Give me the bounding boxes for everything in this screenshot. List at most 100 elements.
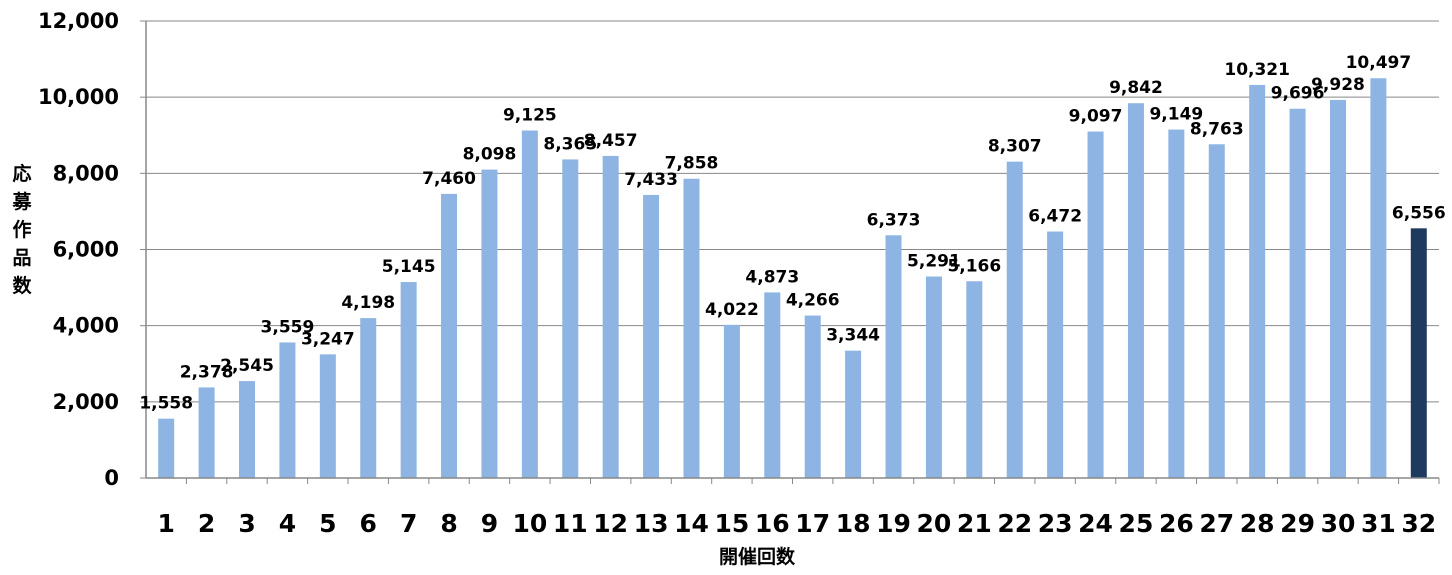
bar (1047, 231, 1064, 478)
data-label: 9,842 (1109, 78, 1163, 98)
bar (602, 155, 619, 478)
data-label: 3,559 (261, 317, 315, 337)
y-tick-label: 12,000 (38, 9, 119, 33)
y-tick-label: 8,000 (53, 161, 119, 185)
data-label: 4,873 (745, 267, 799, 287)
x-tick-label: 23 (1038, 509, 1073, 538)
y-tick-label: 6,000 (53, 238, 119, 262)
bar (1329, 99, 1346, 479)
bar (1127, 103, 1144, 478)
bar (521, 130, 538, 479)
data-label: 9,928 (1311, 75, 1365, 95)
x-axis-title: 開催回数 (719, 545, 796, 568)
x-tick-label: 5 (319, 509, 336, 538)
x-tick-label: 2 (198, 509, 215, 538)
y-tick-label: 4,000 (53, 314, 119, 338)
x-tick-label: 4 (279, 509, 296, 538)
x-tick-label: 1 (158, 509, 175, 538)
bar (158, 418, 175, 478)
data-label: 10,497 (1346, 53, 1412, 73)
x-tick-label: 13 (634, 509, 669, 538)
x-tick-label: 17 (795, 509, 830, 538)
bar (319, 354, 336, 478)
data-label: 5,291 (907, 252, 961, 272)
x-tick-label: 31 (1361, 509, 1396, 538)
data-label: 10,321 (1224, 60, 1290, 80)
bar (562, 159, 579, 478)
data-label: 9,125 (503, 105, 557, 125)
data-label: 8,098 (463, 145, 517, 165)
y-axis-title: 応募作品数 (11, 162, 32, 297)
data-label: 6,373 (867, 210, 921, 230)
bar (885, 235, 902, 478)
x-tick-label: 25 (1119, 509, 1154, 538)
data-label: 2,378 (180, 362, 234, 382)
data-label: 6,556 (1392, 203, 1446, 223)
data-label: 8,763 (1190, 119, 1244, 139)
data-label: 2,545 (220, 356, 274, 376)
data-label: 5,166 (947, 256, 1001, 276)
data-label: 4,198 (341, 293, 395, 313)
x-tick-label: 26 (1159, 509, 1194, 538)
bar (1249, 84, 1266, 478)
bars (158, 78, 1427, 479)
bar (683, 178, 700, 479)
data-label: 8,365 (543, 134, 597, 154)
x-tick-label: 3 (238, 509, 255, 538)
data-label: 7,460 (422, 169, 476, 189)
x-tick-labels: 1 2 3 4 5 6 7 8 9 10 11 12 13 14 15 16 17 18 19 20 21 22 23 24 2… (158, 509, 1437, 538)
data-label: 5,145 (382, 257, 436, 277)
axes (140, 20, 1440, 484)
y-tick-label: 2,000 (53, 390, 119, 414)
data-label: 9,097 (1069, 107, 1123, 127)
bar (804, 315, 821, 478)
x-tick-label: 18 (836, 509, 871, 538)
bar (643, 194, 660, 479)
bar (441, 193, 458, 479)
bar (1208, 144, 1225, 478)
x-tick-label: 22 (997, 509, 1032, 538)
data-label: 9,149 (1149, 105, 1203, 125)
data-label: 7,858 (665, 154, 719, 174)
bar (764, 292, 781, 478)
bar (400, 282, 417, 478)
x-tick-label: 24 (1078, 509, 1113, 538)
x-tick-label: 7 (400, 509, 417, 538)
bar (279, 342, 296, 478)
data-label: 9,696 (1271, 84, 1325, 104)
bar (723, 324, 740, 478)
x-tick-label: 27 (1199, 509, 1234, 538)
bar (966, 281, 983, 478)
bar (198, 387, 215, 478)
bar (845, 350, 862, 478)
x-tick-label: 19 (876, 509, 911, 538)
y-tick-labels: 0 2,000 4,000 6,000 8,000 10,000 12,000 (38, 9, 119, 490)
y-tick-label: 10,000 (38, 85, 119, 109)
x-tick-label: 6 (360, 509, 377, 538)
bar (1410, 228, 1427, 478)
x-tick-label: 10 (512, 509, 547, 538)
x-tick-label: 8 (440, 509, 457, 538)
bar (1370, 78, 1387, 478)
bar (360, 318, 377, 478)
y-tick-label: 0 (104, 466, 119, 490)
bar (481, 169, 498, 478)
data-label: 3,344 (826, 326, 880, 346)
x-tick-label: 30 (1321, 509, 1356, 538)
data-label: 4,022 (705, 300, 759, 320)
data-label: 4,266 (786, 291, 840, 311)
x-tick-label: 28 (1240, 509, 1275, 538)
bar (239, 381, 256, 478)
data-label: 8,307 (988, 137, 1042, 157)
data-label: 3,247 (301, 329, 355, 349)
data-label: 1,558 (139, 394, 193, 414)
bar (1087, 131, 1104, 479)
x-tick-label: 11 (553, 509, 588, 538)
bar (1168, 129, 1185, 479)
x-tick-label: 15 (714, 509, 749, 538)
data-label: 8,457 (584, 131, 638, 151)
x-tick-label: 16 (755, 509, 790, 538)
x-tick-label: 32 (1401, 509, 1436, 538)
